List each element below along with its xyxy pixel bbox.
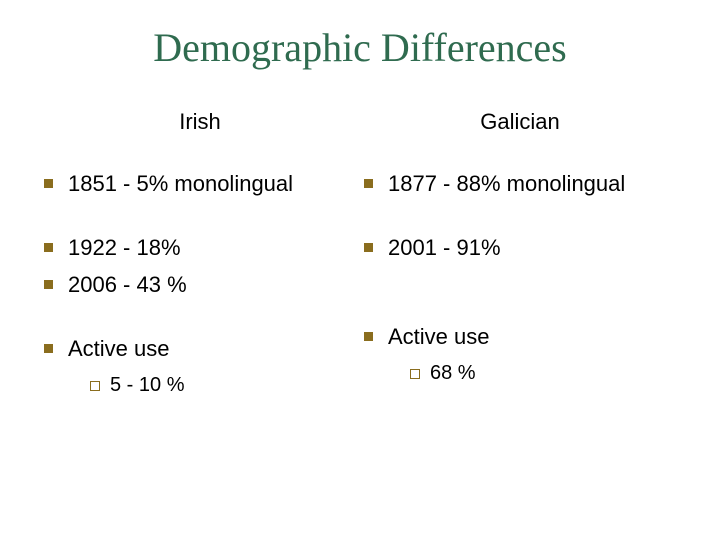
list-item-text: 2006 - 43 % bbox=[68, 272, 187, 297]
sub-list-item-text: 68 % bbox=[430, 362, 476, 384]
list-gap bbox=[360, 207, 680, 233]
left-list: 1851 - 5% monolingual 1922 - 18% 2006 - 43… bbox=[40, 169, 360, 399]
list-item-text: 1851 - 5% monolingual bbox=[68, 171, 293, 196]
slide-title: Demographic Differences bbox=[40, 24, 680, 71]
list-item: 1922 - 18% bbox=[40, 233, 360, 263]
left-column-heading: Irish bbox=[40, 109, 360, 135]
right-list: 1877 - 88% monolingual 2001 - 91% Active u… bbox=[360, 169, 680, 387]
list-gap bbox=[360, 270, 680, 296]
sub-list-item-text: 5 - 10 % bbox=[110, 374, 184, 396]
list-item: 2006 - 43 % bbox=[40, 270, 360, 300]
list-item: Active use 68 % bbox=[360, 322, 680, 387]
list-item-text: 2001 - 91% bbox=[388, 235, 501, 260]
list-gap bbox=[40, 308, 360, 334]
list-item-text: 1922 - 18% bbox=[68, 235, 181, 260]
right-column-heading: Galician bbox=[360, 109, 680, 135]
list-item: 2001 - 91% bbox=[360, 233, 680, 263]
sub-list: 68 % bbox=[388, 360, 680, 387]
columns-container: Irish 1851 - 5% monolingual 1922 - 18% 200… bbox=[40, 109, 680, 407]
left-column: Irish 1851 - 5% monolingual 1922 - 18% 200… bbox=[40, 109, 360, 407]
list-item: 1877 - 88% monolingual bbox=[360, 169, 680, 199]
sub-list-item: 5 - 10 % bbox=[88, 372, 360, 399]
sub-list: 5 - 10 % bbox=[68, 372, 360, 399]
list-item-text: Active use bbox=[68, 336, 170, 361]
list-item-text: 1877 - 88% monolingual bbox=[388, 171, 625, 196]
list-item: Active use 5 - 10 % bbox=[40, 334, 360, 399]
list-gap bbox=[360, 296, 680, 322]
right-column: Galician 1877 - 88% monolingual 2001 - 91… bbox=[360, 109, 680, 407]
sub-list-item: 68 % bbox=[408, 360, 680, 387]
list-item-text: Active use bbox=[388, 324, 490, 349]
list-item: 1851 - 5% monolingual bbox=[40, 169, 360, 199]
list-gap bbox=[40, 207, 360, 233]
